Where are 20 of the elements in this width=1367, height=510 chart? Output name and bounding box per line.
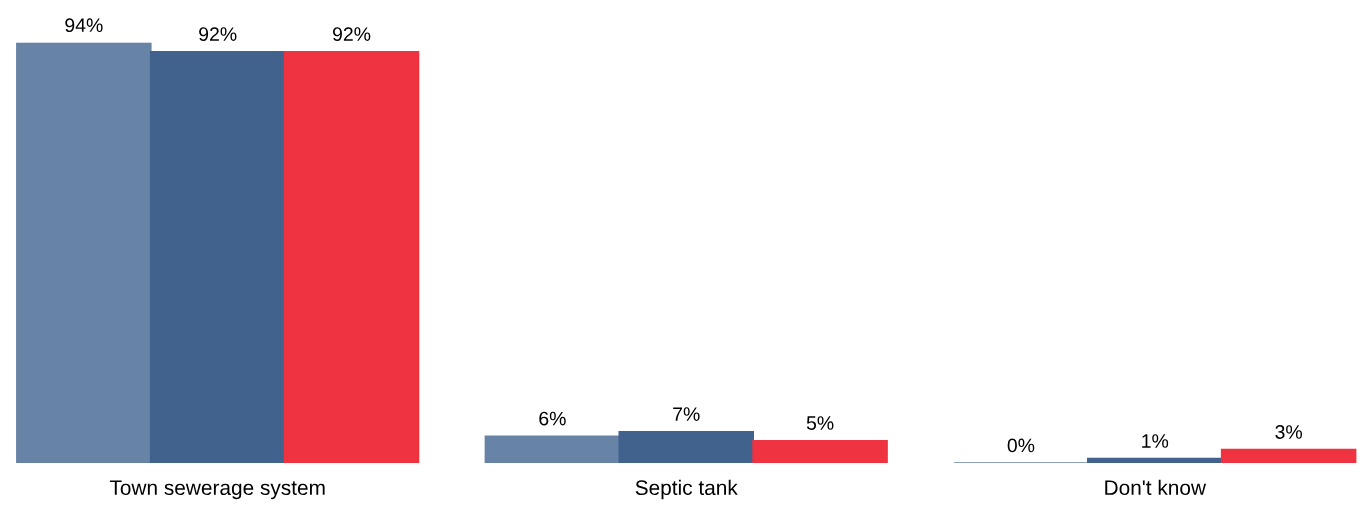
data-label: 6%	[539, 411, 566, 426]
x-tick-label: Don't know	[1105, 479, 1207, 496]
bar	[618, 430, 754, 464]
bar	[16, 42, 152, 464]
x-tick-label: Town sewerage system	[109, 480, 325, 500]
bar	[1087, 457, 1223, 464]
data-label: 92%	[332, 27, 371, 41]
data-label: 94%	[65, 18, 103, 33]
data-label: 5%	[806, 416, 834, 430]
data-label: 3%	[1275, 425, 1302, 439]
bar	[752, 439, 888, 464]
bar	[1220, 448, 1357, 464]
data-label: 1%	[1142, 434, 1169, 448]
bar	[484, 435, 621, 464]
bar	[149, 50, 286, 464]
data-label: 7%	[673, 407, 700, 421]
data-label: 0%	[1007, 438, 1035, 453]
data-label: 92%	[199, 27, 237, 41]
bar	[283, 50, 420, 464]
x-tick-label: Septic tank	[635, 479, 738, 500]
